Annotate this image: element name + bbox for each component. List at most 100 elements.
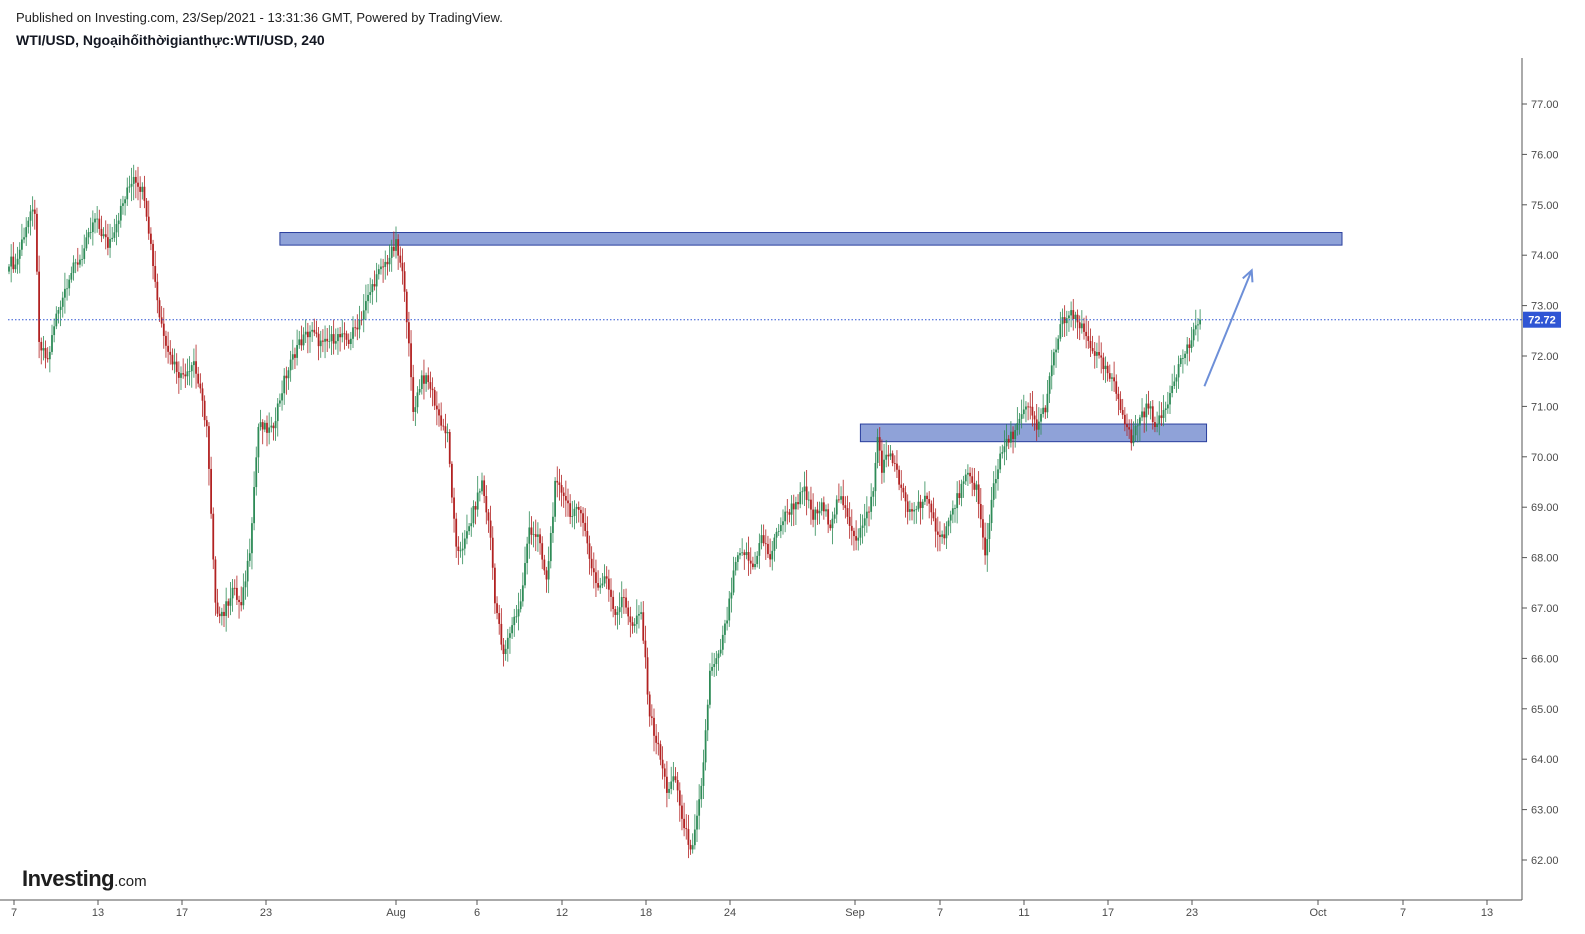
candle — [543, 554, 546, 575]
candle — [1192, 322, 1195, 347]
candle — [401, 248, 404, 285]
candle-body — [21, 239, 23, 250]
candle — [1093, 342, 1096, 369]
candle — [1029, 392, 1032, 420]
candle — [1121, 398, 1124, 420]
candle — [801, 487, 804, 505]
candle — [1145, 394, 1148, 432]
candle-body — [124, 199, 126, 204]
candle-body — [326, 338, 329, 342]
candle-body — [1184, 353, 1186, 359]
candle-body — [203, 400, 206, 421]
candle-body — [906, 501, 909, 512]
candle-body — [220, 611, 223, 617]
candle — [1078, 315, 1081, 341]
candle-body — [681, 805, 683, 819]
candle — [672, 761, 675, 791]
candle — [883, 443, 885, 483]
candle — [51, 324, 53, 355]
candle — [44, 340, 47, 369]
candle — [706, 699, 709, 742]
candle — [524, 546, 526, 589]
candle-body — [248, 553, 251, 561]
candle — [528, 511, 531, 559]
candle-body — [908, 509, 911, 512]
candle-body — [1033, 415, 1036, 420]
candle — [1139, 414, 1141, 442]
candle-body — [659, 744, 662, 760]
candle — [586, 516, 589, 555]
candle — [812, 493, 814, 528]
candle-body — [1087, 336, 1090, 342]
candle — [72, 255, 75, 281]
candle — [300, 325, 303, 351]
candle-body — [1016, 423, 1019, 431]
candle-body — [253, 487, 255, 524]
candle — [547, 546, 550, 594]
candle — [500, 608, 503, 651]
candle — [489, 505, 492, 551]
candle-body — [936, 531, 939, 535]
candle-body — [1106, 365, 1109, 374]
candle — [463, 530, 466, 556]
candle-body — [1050, 365, 1053, 377]
y-tick-label: 65.00 — [1531, 704, 1559, 716]
candle-body — [1044, 407, 1047, 413]
candle-body — [717, 653, 720, 659]
candle-body — [949, 514, 952, 521]
candle-body — [597, 583, 599, 588]
candle — [648, 691, 651, 727]
candle-body — [943, 534, 946, 539]
candle-body — [822, 502, 825, 512]
candle — [749, 547, 752, 575]
candle — [779, 517, 782, 539]
candle-body — [440, 415, 443, 426]
candle — [171, 348, 174, 371]
candle-body — [197, 373, 200, 384]
candle — [438, 403, 440, 427]
candle-body — [1074, 314, 1077, 320]
candle — [861, 514, 864, 544]
candle — [150, 227, 152, 251]
candle — [932, 497, 935, 522]
candle-body — [431, 388, 434, 391]
candle — [390, 239, 393, 272]
candle-body — [846, 508, 849, 517]
candle — [728, 591, 731, 627]
candle-body — [795, 502, 797, 510]
candle-body — [1078, 322, 1081, 329]
candle-body — [1010, 431, 1012, 443]
candle-body — [319, 340, 322, 347]
candle-body — [210, 468, 212, 514]
candle-body — [999, 453, 1002, 470]
candle-body — [10, 256, 13, 267]
candle-body — [354, 327, 357, 329]
candle — [638, 605, 640, 629]
candle — [859, 513, 862, 546]
candle-body — [1059, 324, 1062, 339]
candle — [513, 608, 516, 637]
candle-body — [642, 612, 645, 641]
candle — [33, 199, 36, 230]
candle-body — [177, 372, 180, 378]
candle — [377, 264, 380, 280]
candle-body — [64, 288, 66, 298]
candle — [433, 386, 436, 411]
candle — [132, 164, 135, 201]
candle-body — [590, 558, 593, 569]
candle — [451, 461, 453, 504]
candle-body — [472, 506, 475, 524]
candle — [74, 258, 77, 274]
candle-body — [691, 845, 694, 850]
candle — [945, 521, 948, 550]
candle — [797, 494, 799, 510]
candle-body — [466, 531, 468, 539]
candle — [360, 311, 363, 326]
candle — [96, 206, 99, 233]
candle-body — [16, 258, 19, 265]
candle — [352, 316, 354, 348]
candle — [1162, 395, 1165, 427]
candle-body — [500, 623, 503, 645]
candle-body — [94, 218, 96, 223]
